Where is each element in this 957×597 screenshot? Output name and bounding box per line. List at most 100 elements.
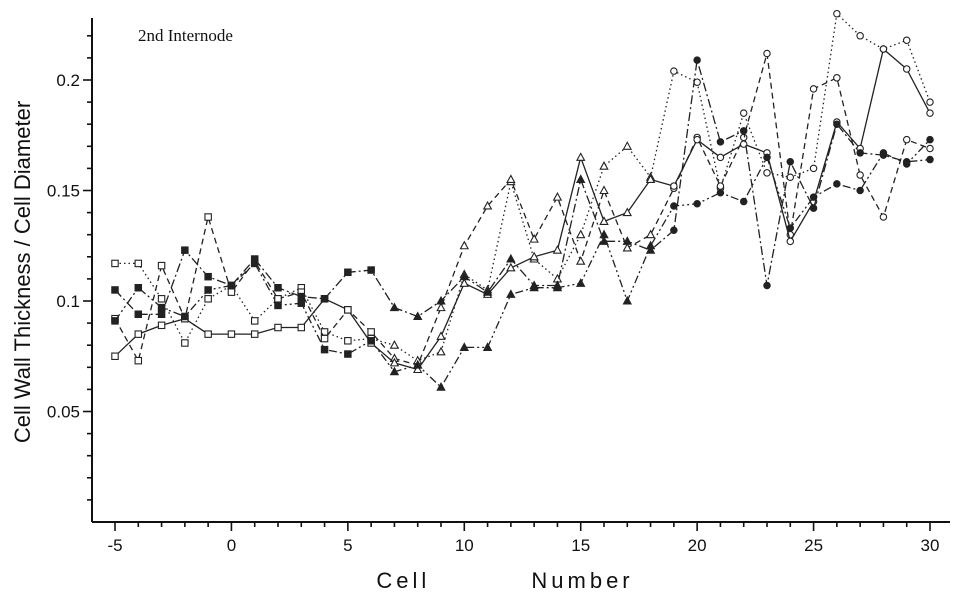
square-marker xyxy=(274,323,282,332)
x-tick-label: 30 xyxy=(921,536,940,555)
square-marker xyxy=(111,259,119,268)
triangle-marker xyxy=(482,287,493,296)
circle-marker xyxy=(833,74,841,82)
circle-marker xyxy=(670,67,678,75)
square-marker xyxy=(157,310,166,319)
triangle-marker xyxy=(622,295,633,305)
circle-marker xyxy=(856,149,864,157)
triangle-marker xyxy=(389,340,400,349)
square-marker xyxy=(134,259,143,268)
circle-marker xyxy=(693,56,701,64)
triangle-marker xyxy=(436,331,446,340)
triangle-marker xyxy=(575,174,586,183)
circle-marker xyxy=(716,188,725,197)
square-marker xyxy=(134,330,143,338)
square-marker xyxy=(274,295,282,303)
triangle-marker xyxy=(459,271,470,281)
square-marker xyxy=(367,328,375,336)
x-tick-label: 10 xyxy=(455,536,474,555)
square-marker xyxy=(204,330,212,338)
triangle-marker xyxy=(389,366,400,376)
square-marker xyxy=(157,303,166,312)
square-marker xyxy=(227,288,236,296)
square-marker xyxy=(344,337,352,345)
triangle-marker xyxy=(622,207,633,217)
triangle-marker xyxy=(622,236,633,245)
x-tick-label: 20 xyxy=(688,536,707,555)
square-marker xyxy=(250,317,259,325)
y-tick-label: 0.05 xyxy=(47,403,80,422)
square-marker xyxy=(204,213,212,221)
square-marker xyxy=(157,261,166,270)
circle-marker xyxy=(763,49,771,58)
circle-marker xyxy=(833,120,841,128)
circle-marker xyxy=(902,135,911,144)
circle-marker xyxy=(926,109,934,117)
triangle-marker xyxy=(552,282,563,292)
x-tick-label: 25 xyxy=(804,536,823,555)
square-marker xyxy=(250,259,259,268)
square-marker xyxy=(111,317,119,325)
square-marker xyxy=(227,281,236,290)
triangle-marker xyxy=(645,174,656,183)
series-group xyxy=(111,9,934,391)
circle-marker xyxy=(693,135,701,144)
triangle-marker xyxy=(482,200,493,210)
triangle-marker xyxy=(575,256,586,265)
square-marker xyxy=(157,321,166,330)
square-marker xyxy=(204,286,212,294)
square-marker xyxy=(181,312,189,321)
triangle-marker xyxy=(552,191,563,201)
square-marker xyxy=(134,356,143,365)
axes: -5 0 5 10 15 20 25 30 0.05 0.1 0.15 0.2 xyxy=(47,18,950,555)
circle-marker xyxy=(809,193,818,201)
series-5 xyxy=(111,135,934,391)
y-tick-label: 0.15 xyxy=(47,182,80,201)
square-marker xyxy=(367,337,375,345)
circle-marker xyxy=(739,127,748,135)
triangle-marker xyxy=(412,364,423,374)
series-line xyxy=(114,47,931,371)
square-marker xyxy=(297,323,306,332)
circle-marker xyxy=(856,32,864,40)
triangle-marker xyxy=(529,233,539,243)
y-tick-label: 0.1 xyxy=(56,292,80,311)
triangle-marker xyxy=(529,251,539,261)
triangle-marker xyxy=(459,240,470,250)
circle-marker xyxy=(739,197,748,206)
square-marker xyxy=(181,339,189,347)
triangle-marker xyxy=(622,141,633,150)
triangle-marker xyxy=(389,302,400,312)
triangle-marker xyxy=(506,289,516,298)
triangle-marker xyxy=(412,359,423,369)
series-line xyxy=(114,53,931,366)
series-line xyxy=(114,59,931,318)
series-1 xyxy=(111,9,934,365)
square-marker xyxy=(344,268,352,277)
square-marker xyxy=(204,272,212,281)
square-marker xyxy=(344,350,352,358)
square-marker xyxy=(111,286,119,294)
circle-marker xyxy=(670,226,678,235)
circle-marker xyxy=(716,182,725,190)
circle-marker xyxy=(833,9,841,18)
triangle-marker xyxy=(459,278,470,287)
square-marker xyxy=(274,301,282,310)
y-tick-label: 0.2 xyxy=(56,71,80,90)
square-marker xyxy=(157,295,166,303)
circle-marker xyxy=(786,237,795,246)
triangle-marker xyxy=(506,174,516,183)
triangle-marker xyxy=(529,282,539,292)
square-marker xyxy=(274,283,282,292)
x-tick-label: 15 xyxy=(571,536,590,555)
circle-marker xyxy=(693,200,701,208)
x-axis-title: Cell Number xyxy=(376,568,633,593)
triangle-marker xyxy=(482,342,493,351)
triangle-marker xyxy=(436,295,446,305)
square-marker xyxy=(344,306,352,314)
triangle-marker xyxy=(622,242,633,252)
triangle-marker xyxy=(645,245,656,254)
square-marker xyxy=(181,246,189,254)
triangle-marker xyxy=(575,278,586,287)
